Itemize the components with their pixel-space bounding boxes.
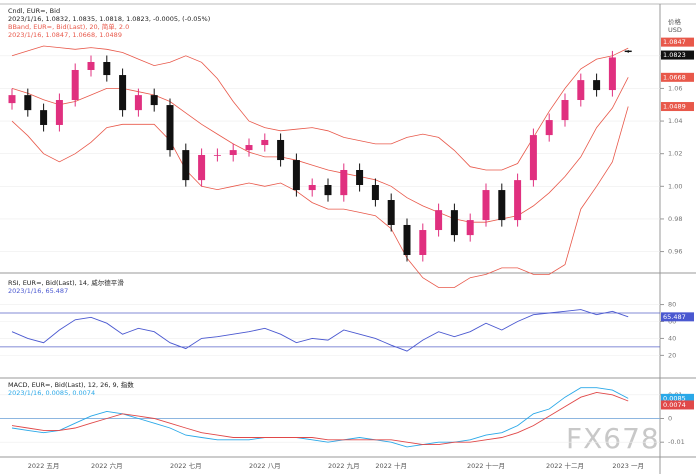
candle-body xyxy=(277,139,285,161)
candle-body xyxy=(608,57,616,91)
last-value-label: 1.0847 xyxy=(663,38,686,46)
watermark: FX678 xyxy=(566,422,660,455)
candle-body xyxy=(498,190,506,221)
last-value-box xyxy=(661,400,694,410)
band-title: BBand, EUR=, Bid(Last), 20, 简单, 2.0 xyxy=(8,22,129,31)
candle-body xyxy=(71,69,79,101)
y-tick-label: 40 xyxy=(668,334,676,342)
candle-body xyxy=(514,180,522,221)
x-tick-label: 2023 一月 xyxy=(612,462,644,470)
y-tick-label: 1.04 xyxy=(668,117,682,125)
y-tick-label: 0 xyxy=(668,415,672,423)
panel-subtitle: 2023/1/16, 1.0832, 1.0835, 1.0818, 1.082… xyxy=(8,15,210,23)
candle-body xyxy=(435,210,443,231)
last-value-label: 1.0823 xyxy=(663,51,686,59)
candle-body xyxy=(356,169,364,186)
y-tick-label: -0.01 xyxy=(668,438,685,446)
panel-title: Cndl, EUR=, Bid xyxy=(8,7,60,15)
candle-body xyxy=(482,190,490,221)
last-value-label: 0.0074 xyxy=(663,401,686,409)
indicator-line xyxy=(11,387,629,448)
panel-subtitle: 2023/1/16, 65.487 xyxy=(8,287,68,295)
candle-body xyxy=(545,120,553,136)
candle-body xyxy=(577,80,585,101)
last-value-label: 65.487 xyxy=(663,313,686,321)
panel-title: MACD, EUR=, Bid(Last), 12, 26, 9, 指数 xyxy=(8,380,134,389)
bollinger-lower xyxy=(11,106,629,288)
candle-body xyxy=(561,100,569,121)
candle-body xyxy=(150,95,158,106)
y-tick-label: 0.98 xyxy=(668,215,682,223)
candle-body xyxy=(403,224,411,255)
x-tick-label: 2022 十月 xyxy=(375,461,407,470)
indicator-line xyxy=(11,391,629,446)
candle-body xyxy=(529,135,537,181)
bollinger-middle xyxy=(11,77,629,223)
indicator-line xyxy=(11,309,629,352)
last-value-box xyxy=(661,393,694,403)
candle-body xyxy=(213,154,221,156)
candle-body xyxy=(119,75,127,111)
y-tick-label: 0.96 xyxy=(668,248,682,256)
candle-body xyxy=(593,80,601,91)
candle-body xyxy=(87,61,95,70)
x-tick-label: 2022 十二月 xyxy=(546,461,584,470)
candle-body xyxy=(308,185,316,191)
last-value-box xyxy=(661,312,694,322)
candle-body xyxy=(324,185,332,196)
candle-body xyxy=(55,100,63,125)
candle-body xyxy=(450,210,458,236)
y-tick-label: 1.06 xyxy=(668,84,682,92)
candle-body xyxy=(419,230,427,255)
candle-body xyxy=(182,150,190,181)
candle-body xyxy=(229,150,237,155)
candle-body xyxy=(40,110,48,125)
x-tick-label: 2022 十一月 xyxy=(467,461,505,470)
candle-body xyxy=(466,220,474,236)
x-tick-label: 2022 七月 xyxy=(170,461,202,470)
candle-body xyxy=(624,50,632,53)
x-tick-label: 2022 六月 xyxy=(91,461,123,470)
x-tick-label: 2022 五月 xyxy=(28,462,60,470)
band-subtitle: 2023/1/16, 1.0847, 1.0668, 1.0489 xyxy=(8,31,122,39)
last-value-label: 0.0085 xyxy=(663,394,686,402)
candle-body xyxy=(134,95,142,111)
y-tick-label: 20 xyxy=(668,351,676,359)
last-value-box xyxy=(661,50,694,60)
last-value-label: 1.0668 xyxy=(663,73,686,81)
candle-body xyxy=(387,200,395,225)
candle-body xyxy=(292,160,300,191)
last-value-label: 1.0489 xyxy=(663,103,686,111)
bollinger-upper xyxy=(11,45,629,171)
y-axis-unit: USD xyxy=(668,26,682,34)
candle-body xyxy=(261,139,269,146)
x-tick-label: 2022 八月 xyxy=(249,462,281,470)
y-tick-label: 1.02 xyxy=(668,150,682,158)
y-tick-label: 1.00 xyxy=(668,182,682,190)
last-value-box xyxy=(661,102,694,112)
candle-body xyxy=(340,169,348,196)
candle-body xyxy=(371,185,379,201)
candle-body xyxy=(245,145,253,151)
x-tick-label: 2022 九月 xyxy=(328,461,360,470)
candle-body xyxy=(103,61,111,76)
candle-body xyxy=(166,105,174,151)
candle-body xyxy=(8,95,16,104)
panel-subtitle: 2023/1/16, 0.0085, 0.0074 xyxy=(8,389,95,397)
candle-body xyxy=(24,95,32,111)
last-value-box xyxy=(661,72,694,82)
y-axis-label: 价格 xyxy=(668,17,682,26)
y-tick-label: 80 xyxy=(668,301,676,309)
candle-body xyxy=(198,154,206,181)
last-value-box xyxy=(661,37,694,47)
y-tick-label: 60 xyxy=(668,317,676,325)
panel-title: RSI, EUR=, Bid(Last), 14, 威尔德平滑 xyxy=(8,278,124,287)
